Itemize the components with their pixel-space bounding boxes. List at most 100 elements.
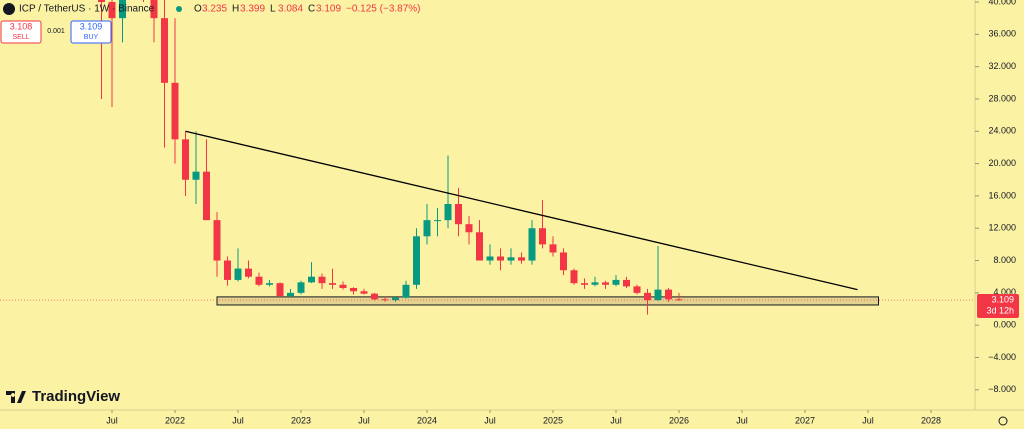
settings-icon[interactable] xyxy=(998,416,1008,426)
trendline xyxy=(185,130,858,291)
candle-body xyxy=(570,270,578,284)
y-tick-label: 20.000 xyxy=(988,158,1016,168)
x-tick-label: Jul xyxy=(232,415,244,425)
y-tick-label: 12.000 xyxy=(988,223,1016,233)
candle-body xyxy=(276,283,284,297)
candle-body xyxy=(644,292,651,301)
candle-body xyxy=(360,291,368,294)
x-tick-label: 2022 xyxy=(165,415,185,425)
y-tick-label: 16.000 xyxy=(988,190,1016,200)
countdown: 3d 12h xyxy=(986,305,1014,315)
candle-body xyxy=(444,203,452,221)
brand: TradingView xyxy=(32,388,120,405)
candle-body xyxy=(665,289,672,300)
ohlc-value: 3.109 xyxy=(316,4,341,15)
candle-body xyxy=(486,256,494,261)
candle-body xyxy=(350,288,357,292)
candle-body xyxy=(560,252,567,271)
y-tick-label: 4.000 xyxy=(993,287,1016,297)
candle-body xyxy=(255,276,263,285)
x-tick-label: 2027 xyxy=(795,415,815,425)
candle-body xyxy=(549,244,557,253)
candle-body xyxy=(654,289,662,301)
x-tick-label: 2026 xyxy=(669,415,689,425)
candle-body xyxy=(150,0,158,19)
candle-body xyxy=(591,282,599,285)
candle-body xyxy=(476,232,483,261)
candle-body xyxy=(287,292,294,297)
candle-body xyxy=(465,224,473,233)
candle-body xyxy=(224,260,231,280)
y-tick-label: 40.000 xyxy=(988,0,1016,6)
y-tick-label: 24.000 xyxy=(988,126,1016,136)
ohlc-key: C xyxy=(308,4,315,15)
candle-body xyxy=(119,0,126,19)
buy-button[interactable] xyxy=(70,20,112,44)
ohlc-key: H xyxy=(232,4,239,15)
x-tick-label: Jul xyxy=(358,415,370,425)
logo-mark xyxy=(6,391,26,403)
candle-body xyxy=(108,2,116,19)
x-tick-label: Jul xyxy=(862,415,874,425)
candle-body xyxy=(539,228,546,245)
sell-button[interactable] xyxy=(0,20,42,44)
x-tick-label: Jul xyxy=(106,415,118,425)
y-tick-label: −4.000 xyxy=(988,352,1016,362)
buy-price: 3.109 xyxy=(80,21,103,31)
candle-body xyxy=(213,220,221,261)
x-tick-label: Jul xyxy=(484,415,496,425)
x-tick-label: 2024 xyxy=(417,415,437,425)
candle-body xyxy=(434,220,441,222)
candle-body xyxy=(98,0,105,3)
candle-body xyxy=(371,293,378,300)
candle-body xyxy=(339,284,347,289)
sell-label: SELL xyxy=(12,34,29,41)
x-tick-label: 2025 xyxy=(543,415,563,425)
y-tick-label: −8.000 xyxy=(988,384,1016,394)
candle-body xyxy=(297,282,305,293)
candle-body xyxy=(423,220,431,237)
candle-body xyxy=(392,297,399,301)
candle-body xyxy=(507,257,515,261)
ohlc-key: L xyxy=(270,4,276,15)
candle-body xyxy=(402,284,410,298)
candle-body xyxy=(413,236,420,285)
candle-body xyxy=(675,299,683,301)
candle-body xyxy=(581,283,588,285)
candle-body xyxy=(518,257,525,261)
support-zone xyxy=(216,296,879,306)
candle-body xyxy=(192,171,200,180)
candle-body xyxy=(633,286,641,293)
y-tick-label: 36.000 xyxy=(988,29,1016,39)
sell-price: 3.108 xyxy=(10,21,33,31)
plot-area xyxy=(0,0,975,315)
candle-body xyxy=(266,283,273,285)
candle-body xyxy=(381,299,389,301)
symbol-icon xyxy=(3,3,15,15)
candle-body xyxy=(171,82,179,140)
last-price-label: 3.109 xyxy=(991,294,1014,304)
x-tick-label: Jul xyxy=(610,415,622,425)
buy-label: BUY xyxy=(84,34,99,41)
candle-body xyxy=(203,171,210,221)
spread: 0.001 xyxy=(47,28,65,35)
symbol-title: ICP / TetherUS · 1W · Binance xyxy=(19,4,155,15)
candle-body xyxy=(602,282,609,285)
status-dot xyxy=(176,6,182,12)
last-price-tag xyxy=(977,294,1019,319)
y-tick-label: 8.000 xyxy=(993,255,1016,265)
ohlc-value: 3.399 xyxy=(240,4,265,15)
ohlc-change: −0.125 (−3.87%) xyxy=(346,4,421,15)
candle-body xyxy=(245,268,252,277)
candle-body xyxy=(455,203,462,225)
candle-body xyxy=(528,228,536,261)
y-tick-label: 0.000 xyxy=(993,320,1016,330)
x-tick-label: 2028 xyxy=(921,415,941,425)
y-tick-label: 32.000 xyxy=(988,61,1016,71)
candle-body xyxy=(497,256,504,261)
y-tick-label: 28.000 xyxy=(988,93,1016,103)
x-tick-label: Jul xyxy=(736,415,748,425)
